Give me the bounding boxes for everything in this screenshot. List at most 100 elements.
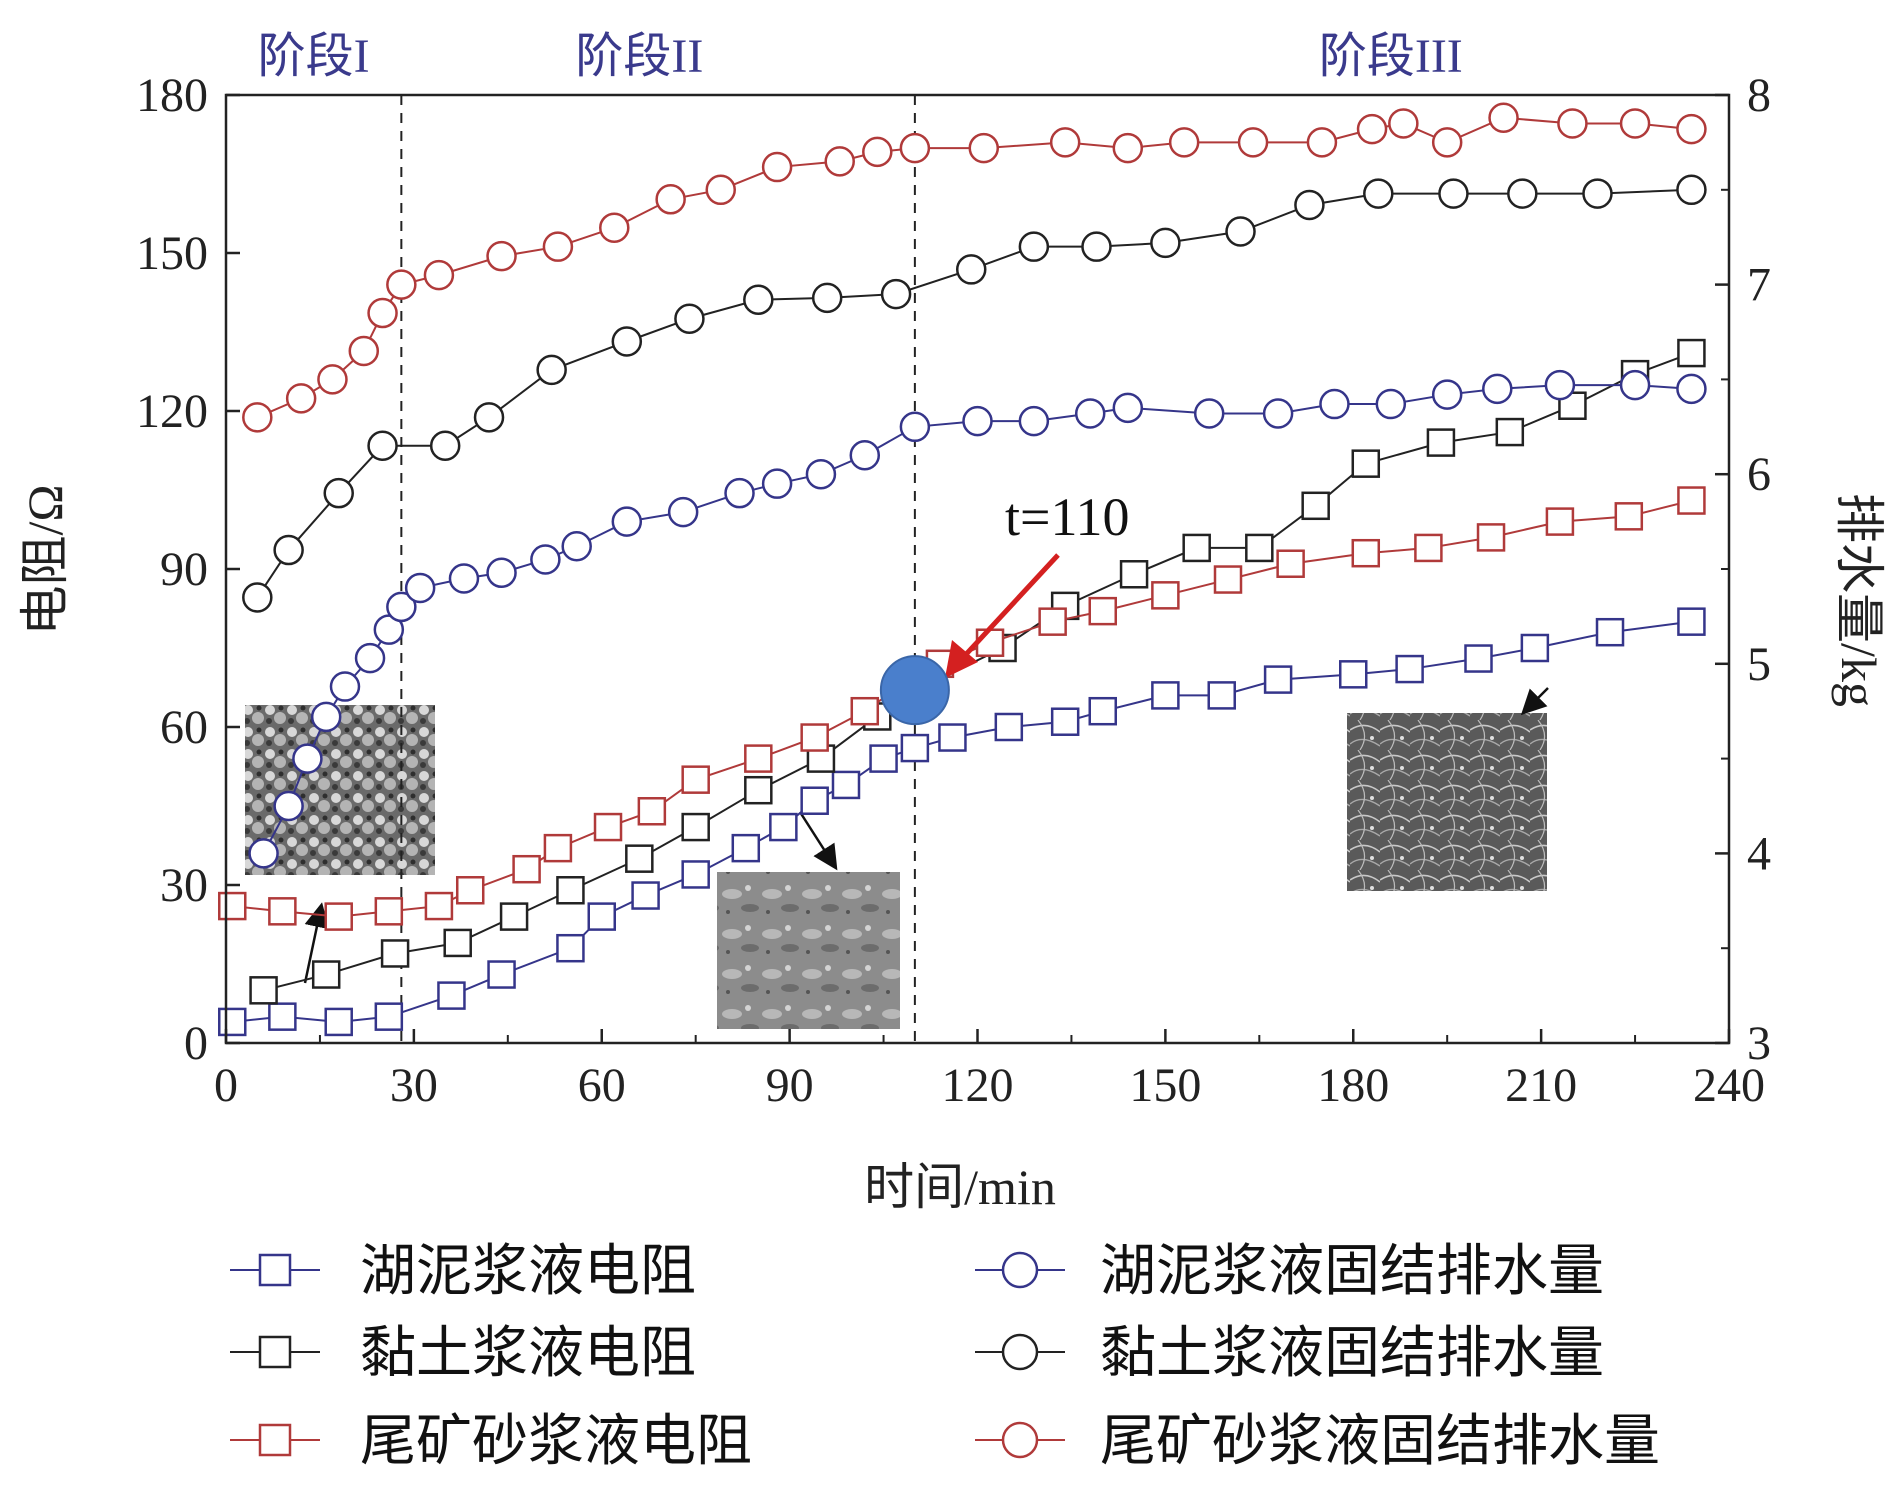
data-point xyxy=(1351,538,1381,568)
data-point xyxy=(1182,533,1211,563)
annotation-arrowhead xyxy=(945,640,978,678)
data-point xyxy=(900,733,930,763)
data-point xyxy=(348,335,380,367)
data-point xyxy=(374,897,404,926)
annotation-arrow xyxy=(956,553,1060,665)
data-point xyxy=(473,402,505,433)
data-point xyxy=(404,572,436,604)
data-point xyxy=(1388,108,1419,139)
data-point xyxy=(1363,178,1394,209)
data-point xyxy=(1595,617,1625,647)
data-point xyxy=(743,284,774,316)
data-point xyxy=(1677,338,1706,368)
data-point xyxy=(367,297,398,329)
data-point xyxy=(681,765,710,794)
data-point xyxy=(561,530,592,562)
x-axis-title: 时间/min xyxy=(864,1159,1056,1215)
data-point xyxy=(486,557,517,589)
data-point xyxy=(674,303,705,334)
y-left-tick-label: 0 xyxy=(184,1017,208,1070)
data-point xyxy=(443,928,472,958)
legend-item-tailings-resistance: 尾矿砂浆液电阻 xyxy=(230,1411,752,1473)
data-point xyxy=(310,701,342,733)
data-point xyxy=(1464,644,1493,673)
data-point xyxy=(324,1007,353,1037)
data-point xyxy=(761,151,793,183)
annotation-text: t=110 xyxy=(1005,487,1129,547)
data-point xyxy=(1112,392,1144,424)
data-point xyxy=(380,939,410,968)
data-point xyxy=(424,891,454,921)
data-point xyxy=(268,897,297,926)
x-tick-label: 240 xyxy=(1693,1059,1765,1112)
data-point xyxy=(587,902,616,931)
data-point xyxy=(1262,398,1294,429)
data-point xyxy=(530,544,561,575)
data-point xyxy=(1207,681,1236,710)
data-point xyxy=(1488,102,1519,134)
data-point xyxy=(731,833,761,863)
x-tick-label: 120 xyxy=(942,1059,1014,1112)
data-point xyxy=(311,960,341,989)
y-axis-left-title: 电阻/Ω xyxy=(17,484,73,635)
legend-item-lakemud-resistance: 湖泥浆液电阻 xyxy=(230,1241,696,1303)
inset-arrow-1 xyxy=(303,902,330,984)
data-point xyxy=(831,770,861,800)
legend-label: 尾矿砂浆液电阻 xyxy=(360,1411,752,1473)
data-point xyxy=(1619,369,1651,401)
legend-label: 尾矿砂浆液固结排水量 xyxy=(1100,1411,1660,1473)
legend-label: 湖泥浆液电阻 xyxy=(360,1241,696,1303)
data-point xyxy=(769,812,798,842)
inset-arrow-3 xyxy=(1520,687,1549,716)
x-tick-label: 150 xyxy=(1129,1059,1201,1112)
data-point xyxy=(899,411,931,443)
data-point xyxy=(437,981,466,1010)
data-point xyxy=(625,844,654,873)
x-tick-label: 0 xyxy=(214,1059,238,1112)
data-point xyxy=(1614,502,1644,531)
data-point xyxy=(1038,607,1067,636)
legend: 湖泥浆液电阻 黏土浆液电阻 尾矿砂浆液电阻 湖泥浆液固结排水量 黏土浆液固结排水… xyxy=(230,1241,1660,1473)
data-point xyxy=(1193,398,1225,429)
data-point xyxy=(1351,449,1381,478)
data-point xyxy=(1431,379,1463,410)
data-point xyxy=(1213,565,1243,594)
data-point xyxy=(1018,231,1050,262)
data-point xyxy=(1306,127,1338,158)
phase-label-1: 阶段I xyxy=(258,30,370,83)
data-point xyxy=(1319,388,1350,420)
data-point xyxy=(1476,523,1506,552)
data-point xyxy=(499,902,529,931)
data-point xyxy=(955,254,987,285)
data-point xyxy=(631,881,660,910)
y-left-tick-label: 120 xyxy=(136,385,208,438)
data-point xyxy=(1237,127,1269,158)
data-point xyxy=(1395,654,1424,684)
data-point xyxy=(1582,178,1613,209)
data-point xyxy=(611,506,643,537)
data-point xyxy=(487,960,516,989)
series-line xyxy=(256,188,1692,598)
y-right-tick-label: 3 xyxy=(1747,1017,1771,1070)
sem-image-lakemud xyxy=(1347,713,1547,891)
data-point xyxy=(556,876,585,905)
data-point xyxy=(248,838,279,869)
data-point xyxy=(1676,373,1707,405)
data-point xyxy=(1375,388,1407,420)
data-point xyxy=(386,269,417,300)
legend-label: 黏土浆液电阻 xyxy=(360,1323,696,1385)
data-point xyxy=(1356,113,1388,145)
y-left-tick-label: 150 xyxy=(136,227,208,280)
data-point xyxy=(317,364,348,395)
y-right-tick-label: 7 xyxy=(1747,259,1771,312)
data-point xyxy=(962,405,993,437)
data-point xyxy=(512,854,541,884)
data-point xyxy=(1677,607,1706,636)
data-point xyxy=(1545,507,1575,536)
data-point xyxy=(1049,127,1081,158)
x-tick-label: 210 xyxy=(1505,1059,1577,1112)
legend-label: 湖泥浆液固结排水量 xyxy=(1100,1241,1604,1303)
phase-label-3: 阶段III xyxy=(1319,30,1463,83)
y-left-tick-label: 30 xyxy=(160,859,208,912)
data-point xyxy=(249,976,278,1005)
